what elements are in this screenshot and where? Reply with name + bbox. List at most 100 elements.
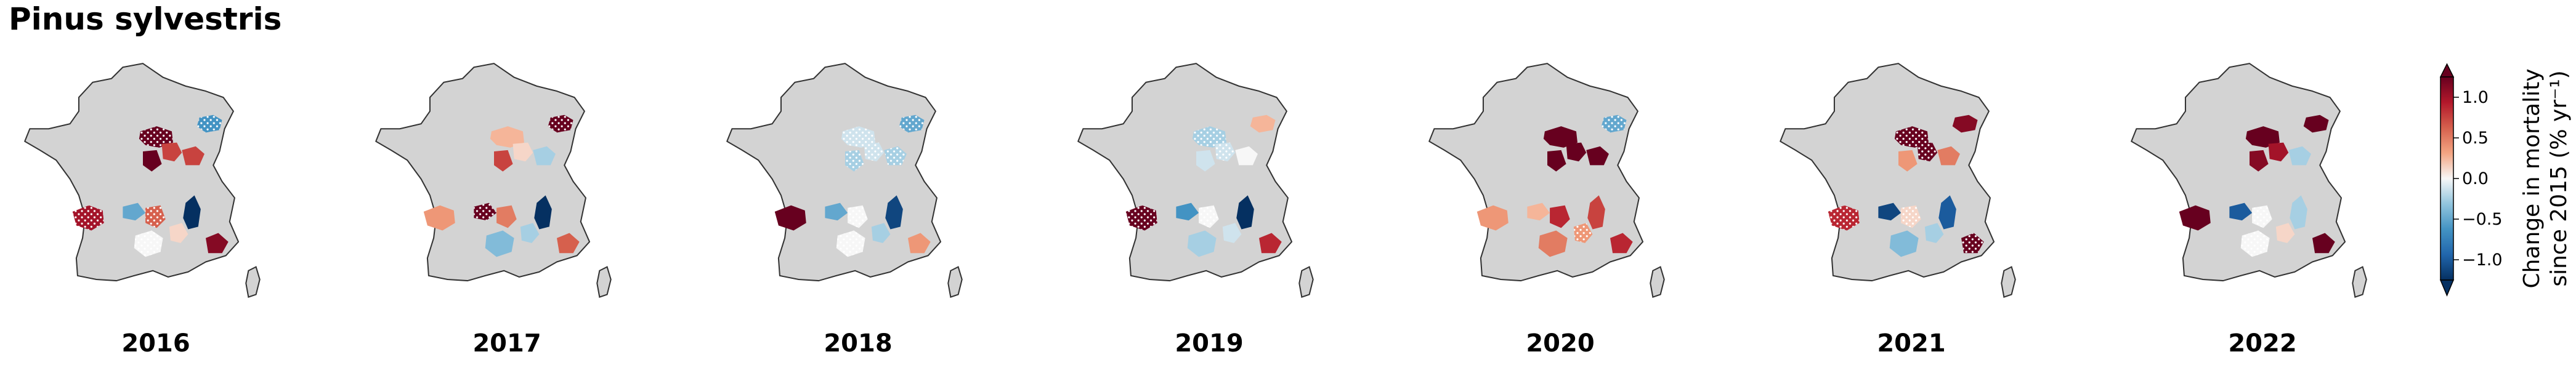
region-centre-spot: [2250, 150, 2269, 172]
corsica-outline: [596, 266, 612, 298]
colorbar-label-line2: since 2015 (% yr⁻¹): [2546, 70, 2572, 286]
region-hatching-south-centre: [2240, 230, 2270, 257]
region-north-east: [1250, 114, 1276, 133]
region-hatching-massif-south: [1901, 205, 1921, 228]
region-pyrenees-east: [169, 223, 188, 243]
region-centre-spot: [1898, 150, 1918, 172]
map-panel-2019: [1077, 63, 1314, 298]
region-hatching-pyrenees-east: [1573, 223, 1593, 243]
year-label: 2016: [121, 329, 190, 358]
region-alps: [1236, 195, 1254, 230]
france-outline: [1428, 63, 1644, 282]
region-south-east: [908, 233, 931, 254]
region-south-centre: [1538, 230, 1568, 257]
colorbar: −1.0 −0.5 0.0 0.5 1.0 Change in mortality si…: [2439, 63, 2572, 297]
region-north-east: [2303, 114, 2329, 133]
region-pyrenees-east: [871, 223, 891, 243]
region-alps: [534, 195, 552, 230]
region-hatching-north-east: [1601, 114, 1627, 133]
region-north-east: [1952, 114, 1978, 133]
region-massif-south: [1550, 205, 1570, 228]
region-massif-central: [1527, 203, 1550, 221]
region-south-west: [423, 205, 455, 231]
corsica-outline: [2001, 266, 2016, 298]
colorbar-tick-label: −0.5: [2462, 210, 2503, 229]
region-centre-spot: [143, 150, 162, 172]
region-centre-spot: [1547, 150, 1566, 172]
region-alps: [1938, 195, 1956, 230]
map-panel-2021: [1780, 63, 2016, 298]
region-south-centre: [1889, 230, 1919, 257]
region-hatching-north-east: [196, 114, 222, 133]
region-hatching-massif-south: [848, 205, 868, 228]
region-south-west: [2179, 205, 2211, 231]
colorbar-label-line1: Change in mortality: [2519, 68, 2545, 288]
map-panel-2020: [1428, 63, 1665, 298]
region-alps: [183, 195, 201, 230]
region-massif-central: [825, 203, 848, 221]
year-label: 2018: [824, 329, 892, 358]
colorbar-tick-label: 0.5: [2462, 129, 2489, 148]
region-south-east: [1610, 233, 1633, 254]
region-south-west: [774, 205, 806, 231]
colorbar-gradient: [2440, 76, 2454, 281]
region-south-east: [1259, 233, 1282, 254]
region-centre: [2268, 142, 2289, 162]
region-centre-east: [1235, 146, 1258, 166]
region-alps: [1587, 195, 1605, 230]
year-label: 2019: [1175, 329, 1243, 358]
colorbar-extend-bottom: [2439, 279, 2455, 297]
region-alps: [885, 195, 903, 230]
region-centre-north: [490, 126, 524, 148]
corsica-outline: [2352, 266, 2367, 298]
region-south-centre: [485, 230, 514, 257]
region-hatching-south-west: [1828, 205, 1860, 231]
region-centre: [161, 142, 182, 162]
region-hatching-north-east: [548, 114, 573, 133]
year-label: 2022: [2228, 329, 2296, 358]
region-south-west: [1476, 205, 1509, 231]
region-south-east: [557, 233, 580, 254]
year-label: 2017: [472, 329, 541, 358]
colorbar-tick-label: 1.0: [2462, 88, 2489, 107]
map-panels: 2016 2017 2018 2019 2020 2021 2022: [24, 63, 2367, 358]
colorbar-tick-label: −1.0: [2462, 251, 2503, 270]
region-hatching-north-east: [899, 114, 925, 133]
corsica-outline: [245, 266, 261, 298]
map-panel-2016: [24, 63, 261, 298]
region-pyrenees-east: [520, 223, 540, 243]
region-massif-central: [123, 203, 146, 221]
region-centre-north: [2245, 126, 2280, 148]
colorbar-tick-label: 0.0: [2462, 169, 2489, 188]
region-massif-south: [496, 205, 517, 228]
year-label: 2021: [1877, 329, 1945, 358]
year-label: 2020: [1526, 329, 1594, 358]
map-panel-2022: [2131, 63, 2367, 298]
region-hatching-centre-north: [1192, 126, 1226, 148]
region-hatching-centre-north: [139, 126, 173, 148]
france-outline: [2131, 63, 2346, 282]
region-alps: [2290, 195, 2307, 230]
region-south-east: [2312, 233, 2335, 254]
region-massif-central: [2229, 203, 2253, 221]
region-centre-north: [1543, 126, 1578, 148]
region-centre: [1566, 142, 1587, 162]
region-hatching-south-centre: [134, 230, 163, 257]
region-hatching-south-east: [1961, 233, 1984, 254]
region-hatching-south-centre: [836, 230, 865, 257]
corsica-outline: [947, 266, 963, 298]
region-hatching-centre: [864, 142, 885, 162]
region-hatching-centre-north: [841, 126, 875, 148]
region-hatching-centre-north: [1894, 126, 1929, 148]
region-pyrenees-east: [2275, 223, 2295, 243]
region-hatching-centre-spot: [845, 150, 864, 172]
region-pyrenees-east: [1222, 223, 1242, 243]
france-outline: [1077, 63, 1293, 282]
region-massif-central: [1878, 203, 1902, 221]
region-centre-spot: [494, 150, 513, 172]
region-south-centre: [1187, 230, 1217, 257]
region-centre-east: [1586, 146, 1609, 166]
map-panel-2017: [375, 63, 612, 298]
region-centre-east: [182, 146, 205, 166]
